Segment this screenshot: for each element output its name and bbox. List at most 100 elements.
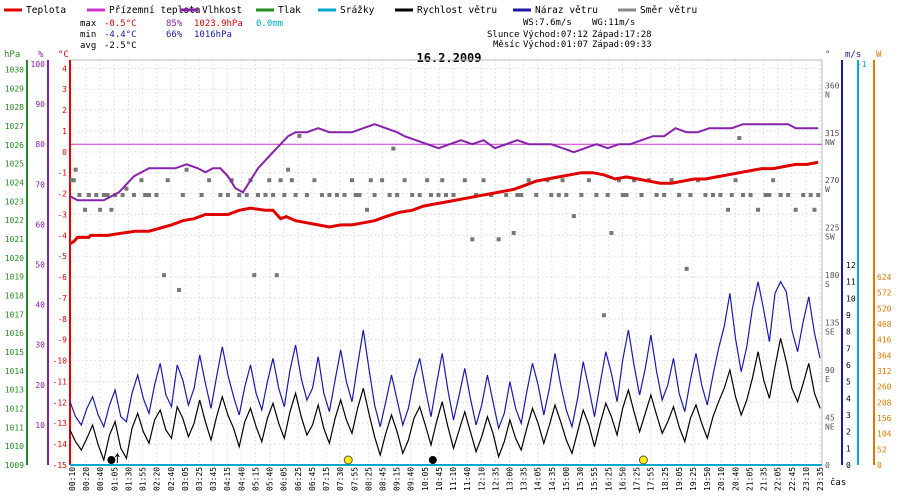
pct-tick-label: 90 (35, 100, 45, 109)
x-tick-label: 17:55 (647, 467, 656, 491)
wind-direction-point (267, 178, 272, 183)
dir-compass-label: NE (825, 423, 835, 432)
wind-direction-point (560, 178, 565, 183)
wind-direction-point (496, 237, 501, 242)
x-tick-label: 01:05 (110, 467, 119, 491)
x-axis-label: čas (830, 477, 846, 488)
sun-rise: Východ:07:12 (523, 30, 588, 40)
x-tick-label: 01:55 (139, 467, 148, 491)
dir-tick-label: 90 (825, 366, 835, 375)
series-line-vlhkost (69, 123, 819, 202)
stats-min-temp: -4.4°C (104, 30, 137, 40)
dir-compass-label: NW (825, 138, 835, 147)
temp-tick-label: -10 (53, 357, 68, 366)
wind-direction-point (440, 178, 445, 183)
wind-direction-point (425, 178, 430, 183)
w-tick-label: 156 (877, 414, 892, 423)
x-tick-label: 14:05 (534, 467, 543, 491)
wind-direction-point (662, 193, 667, 197)
dir-compass-label: SE (825, 328, 835, 337)
x-tick-label: 23:10 (802, 467, 811, 491)
x-tick-label: 00:40 (96, 467, 105, 491)
x-tick-label: 15:55 (590, 467, 599, 491)
wind-direction-point (504, 193, 509, 197)
wind-direction-point (654, 193, 659, 197)
wind-direction-point (564, 193, 569, 197)
hpa-tick-label: 1023 (5, 197, 24, 206)
wind-direction-point (244, 193, 249, 197)
w-tick-label: 468 (877, 320, 892, 329)
plot-frame (69, 59, 823, 466)
temp-tick-label: -1 (57, 169, 67, 178)
stats-avg-temp: -2.5°C (104, 41, 137, 51)
temp-tick-label: -15 (53, 461, 68, 470)
ms-tick-label: 2 (846, 428, 851, 437)
pct-tick-label: 40 (35, 301, 45, 310)
w-tick-label: 52 (877, 445, 887, 454)
moonset-marker (428, 456, 437, 464)
ms-tick-label: 4 (846, 394, 851, 403)
hpa-tick-label: 1014 (5, 367, 24, 376)
wind-direction-point (462, 178, 467, 183)
wind-direction-point (124, 186, 129, 191)
legend-label-teplota: Teplota (26, 5, 66, 16)
x-tick-label: 19:25 (689, 467, 698, 491)
hpa-tick-label: 1027 (5, 122, 24, 131)
unit-w: W (876, 50, 882, 60)
stats-max-press: 1023.9hPa (194, 19, 243, 29)
wind-direction-point (357, 193, 362, 197)
wind-direction-point (669, 178, 674, 183)
legend-label-srazky: Srážky (340, 5, 375, 16)
wind-direction-point (801, 193, 806, 197)
wind-direction-point (94, 193, 99, 197)
wind-direction-point (436, 193, 441, 197)
wind-direction-point (154, 193, 159, 197)
x-tick-label: 18:25 (661, 467, 670, 491)
sun-label: Slunce (487, 30, 520, 40)
wind-direction-point (184, 167, 189, 172)
wind-direction-point (282, 193, 287, 197)
x-tick-label: 05:40 (266, 467, 275, 491)
hpa-tick-label: 1013 (5, 386, 24, 395)
series-line-naraz-vetru (69, 280, 821, 431)
wind-direction-point (624, 193, 629, 197)
wind-direction-point (139, 178, 144, 183)
wind-direction-point (342, 193, 347, 197)
wind-direction-point (395, 193, 400, 197)
wind-direction-point (763, 193, 768, 197)
wind-direction-point (368, 178, 373, 183)
dir-compass-label: S (825, 280, 830, 289)
x-tick-label: 02:20 (153, 467, 162, 491)
wind-direction-point (297, 133, 302, 138)
unit-ms-mini: -1 (857, 60, 867, 69)
stats-min-label: min (80, 30, 96, 40)
dir-tick-label: 315 (825, 129, 840, 138)
legend-label-naraz-vetru: Náraz větru (535, 5, 598, 16)
wind-direction-point (256, 193, 260, 197)
x-tick-label: 00:20 (82, 467, 91, 491)
grid (69, 59, 823, 466)
wind-direction-point (703, 193, 708, 197)
x-tick-label: 21:35 (760, 467, 769, 491)
x-tick-label: 12:10 (477, 467, 486, 491)
wind-direction-point (312, 178, 317, 183)
dir-tick-label: 135 (825, 319, 840, 328)
ms-tick-label: 10 (846, 294, 856, 303)
ms-tick-label: 9 (846, 311, 851, 320)
wind-direction-point (511, 230, 516, 235)
axes: 1009101010111012101310141015101610171018… (5, 60, 892, 470)
wind-direction-point (237, 193, 242, 197)
w-tick-label: 572 (877, 289, 892, 298)
wind-direction-point (218, 193, 223, 197)
x-tick-label: 07:55 (350, 467, 359, 491)
x-tick-label: 08:25 (364, 467, 373, 491)
x-tick-label: 15:00 (562, 467, 571, 491)
x-tick-label: 17:25 (633, 467, 642, 491)
legend-label-vlhkost: Vlhkost (202, 5, 242, 16)
wind-direction-point (73, 167, 78, 172)
w-tick-label: 312 (877, 367, 892, 376)
pct-tick-label: 100 (31, 60, 46, 69)
sunset-marker (638, 455, 648, 465)
stats-avg-label: avg (80, 41, 96, 51)
